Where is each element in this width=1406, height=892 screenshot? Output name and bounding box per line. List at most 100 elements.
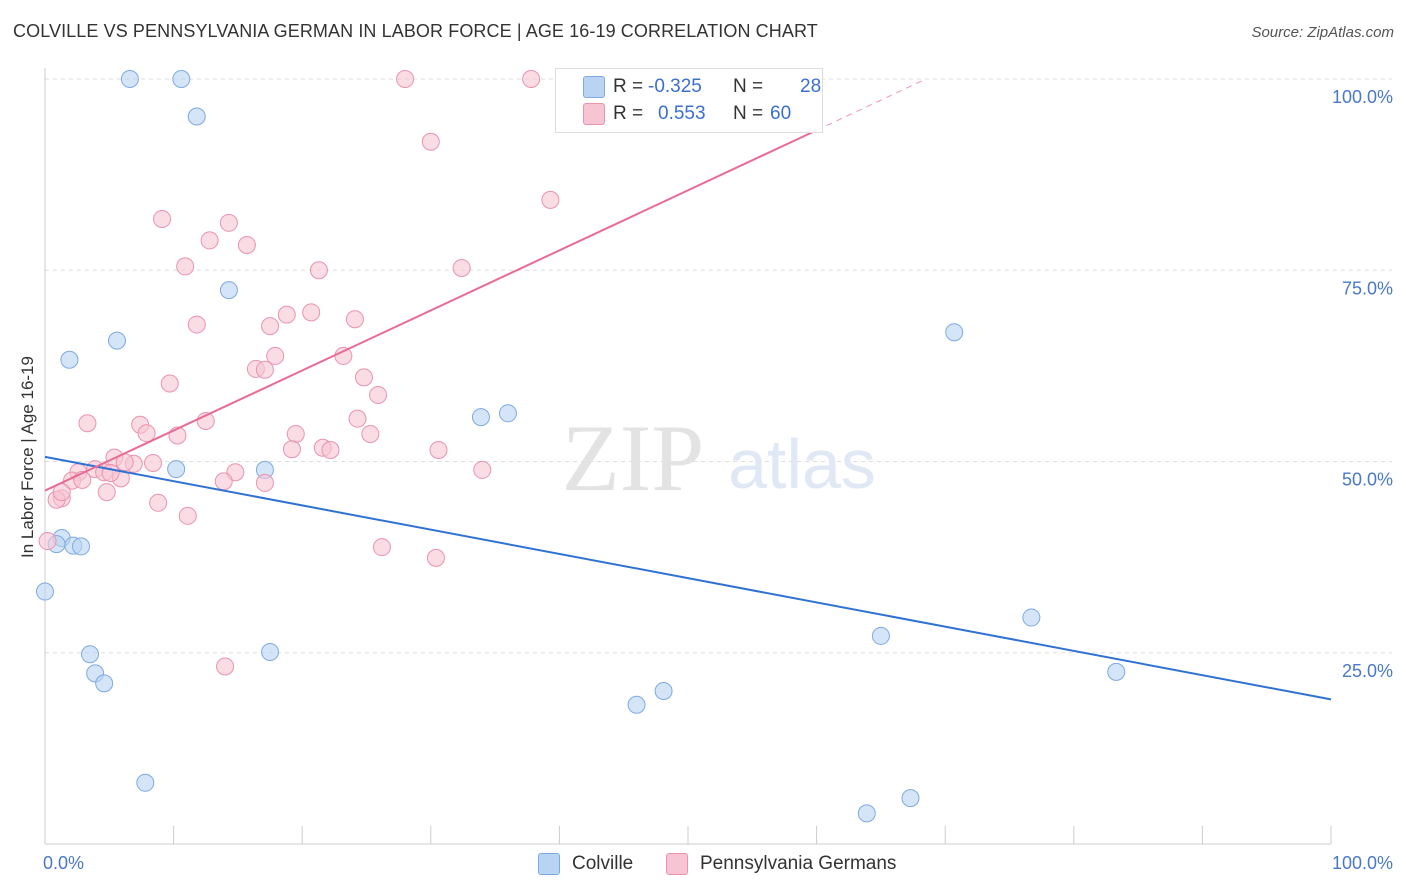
colville-point (654, 682, 673, 700)
source-label: Source: ZipAtlas.com (1251, 24, 1394, 41)
pennsylvania-germans-point (421, 132, 440, 151)
pennsylvania-germans-point (522, 70, 541, 88)
colville-point (187, 107, 206, 126)
pennsylvania-germans-points (38, 70, 560, 676)
legend-n-value: 60 (770, 103, 792, 124)
bottom-legend-pennsylvania-germans: Pennsylvania Germans (666, 852, 896, 876)
colville-point (901, 789, 920, 808)
colville-point (219, 281, 238, 300)
y-tick-label: 100.0% (1332, 87, 1393, 107)
tick-labels: 25.0% 50.0% 75.0% 100.0% 0.0% 100.0% (43, 87, 1393, 873)
pennsylvania-germans-point (541, 190, 560, 209)
colville-point (60, 350, 79, 369)
pennsylvania-germans-point (219, 213, 238, 232)
pennsylvania-germans-point (216, 657, 235, 676)
colville-point (172, 70, 191, 88)
chart-title: COLVILLE VS PENNSYLVANIA GERMAN IN LABOR… (13, 21, 818, 41)
pennsylvania-germans-point (255, 473, 274, 492)
legend-r-value: -0.325 (648, 76, 702, 97)
pennsylvania-germans-point (473, 460, 492, 479)
pennsylvania-germans-point (101, 463, 120, 482)
pennsylvania-germans-point (144, 454, 163, 473)
pennsylvania-germans-trend-extension (816, 78, 927, 131)
legend-n-label: N = (733, 103, 764, 124)
y-tick-label: 25.0% (1342, 661, 1393, 681)
pennsylvania-germans-point (302, 303, 321, 322)
colville-point (167, 460, 186, 479)
y-tick-label: 50.0% (1342, 470, 1393, 490)
pennsylvania-germans-point (452, 258, 471, 277)
axes (44, 68, 1332, 845)
legend-r-label: R = (613, 76, 644, 97)
colville-points (36, 70, 1126, 823)
x-tick-label: 100.0% (1332, 853, 1393, 873)
pennsylvania-germans-point (78, 414, 97, 433)
pennsylvania-germans-point (429, 441, 448, 460)
colville-point (72, 537, 91, 556)
pennsylvania-germans-point (176, 257, 195, 276)
legend-n-value: 28 (800, 76, 822, 97)
pennsylvania-germans-point (426, 548, 445, 567)
pennsylvania-germans-point (354, 368, 373, 387)
pennsylvania-germans-swatch (583, 103, 605, 125)
watermark-atlas: atlas (728, 425, 876, 503)
colville-point (81, 645, 100, 664)
colville-point (108, 331, 127, 350)
pennsylvania-germans-point (214, 472, 233, 491)
pennsylvania-germans-point (38, 532, 57, 551)
colville-point (857, 804, 876, 823)
pennsylvania-germans-point (149, 493, 168, 512)
colville-point (627, 695, 646, 714)
pennsylvania-germans-point (97, 483, 116, 502)
colville-point (471, 408, 490, 427)
trend-lines (44, 78, 1332, 701)
pennsylvania-germans-point (200, 231, 219, 250)
bottom-legend-label: Colville (572, 853, 634, 874)
pennsylvania-germans-point (282, 440, 301, 459)
pennsylvania-germans-point (261, 317, 280, 336)
pennsylvania-germans-point (361, 424, 380, 443)
legend-n-label: N = (733, 76, 764, 97)
pennsylvania-germans-point (255, 360, 274, 379)
colville-point (1022, 608, 1041, 627)
bottom-legend-colville: Colville (538, 852, 633, 876)
pennsylvania-germans-point (187, 315, 206, 334)
pennsylvania-germans-point (160, 374, 179, 393)
pennsylvania-germans-point (309, 261, 328, 280)
pennsylvania-germans-point (237, 236, 256, 255)
colville-point (120, 70, 139, 88)
colville-point (136, 773, 155, 792)
pennsylvania-germans-point (369, 385, 388, 404)
pennsylvania-germans-point (178, 506, 197, 525)
pennsylvania-germans-point (321, 441, 340, 460)
bottom-legend-label: Pennsylvania Germans (700, 853, 897, 874)
colville-swatch (538, 853, 560, 875)
pennsylvania-germans-point (286, 424, 305, 443)
colville-point (498, 404, 517, 423)
gridlines (45, 78, 1392, 654)
colville-trend-line (44, 455, 1332, 701)
pennsylvania-germans-point (396, 70, 415, 88)
legend-r-label: R = (613, 103, 644, 124)
pennsylvania-germans-point (372, 538, 391, 557)
colville-swatch (583, 76, 605, 98)
pennsylvania-germans-point (137, 424, 156, 443)
pennsylvania-germans-swatch (666, 853, 688, 875)
legend-r-value: 0.553 (658, 103, 706, 124)
colville-point (261, 642, 280, 661)
colville-point (871, 626, 890, 645)
colville-point (36, 582, 54, 601)
watermark-zip: ZIP (562, 405, 705, 511)
pennsylvania-germans-point (277, 305, 296, 324)
watermark: ZIP atlas (562, 405, 876, 511)
colville-point (1107, 662, 1126, 681)
pennsylvania-germans-point (153, 209, 172, 228)
colville-point (95, 674, 114, 693)
colville-point (945, 323, 964, 342)
pennsylvania-germans-trend-line (44, 129, 818, 492)
pennsylvania-germans-point (334, 346, 353, 365)
pennsylvania-germans-point (345, 310, 364, 329)
pennsylvania-germans-point (266, 346, 285, 365)
correlation-legend: R = -0.325 N = 28 R = 0.553 N = 60 (555, 68, 823, 133)
